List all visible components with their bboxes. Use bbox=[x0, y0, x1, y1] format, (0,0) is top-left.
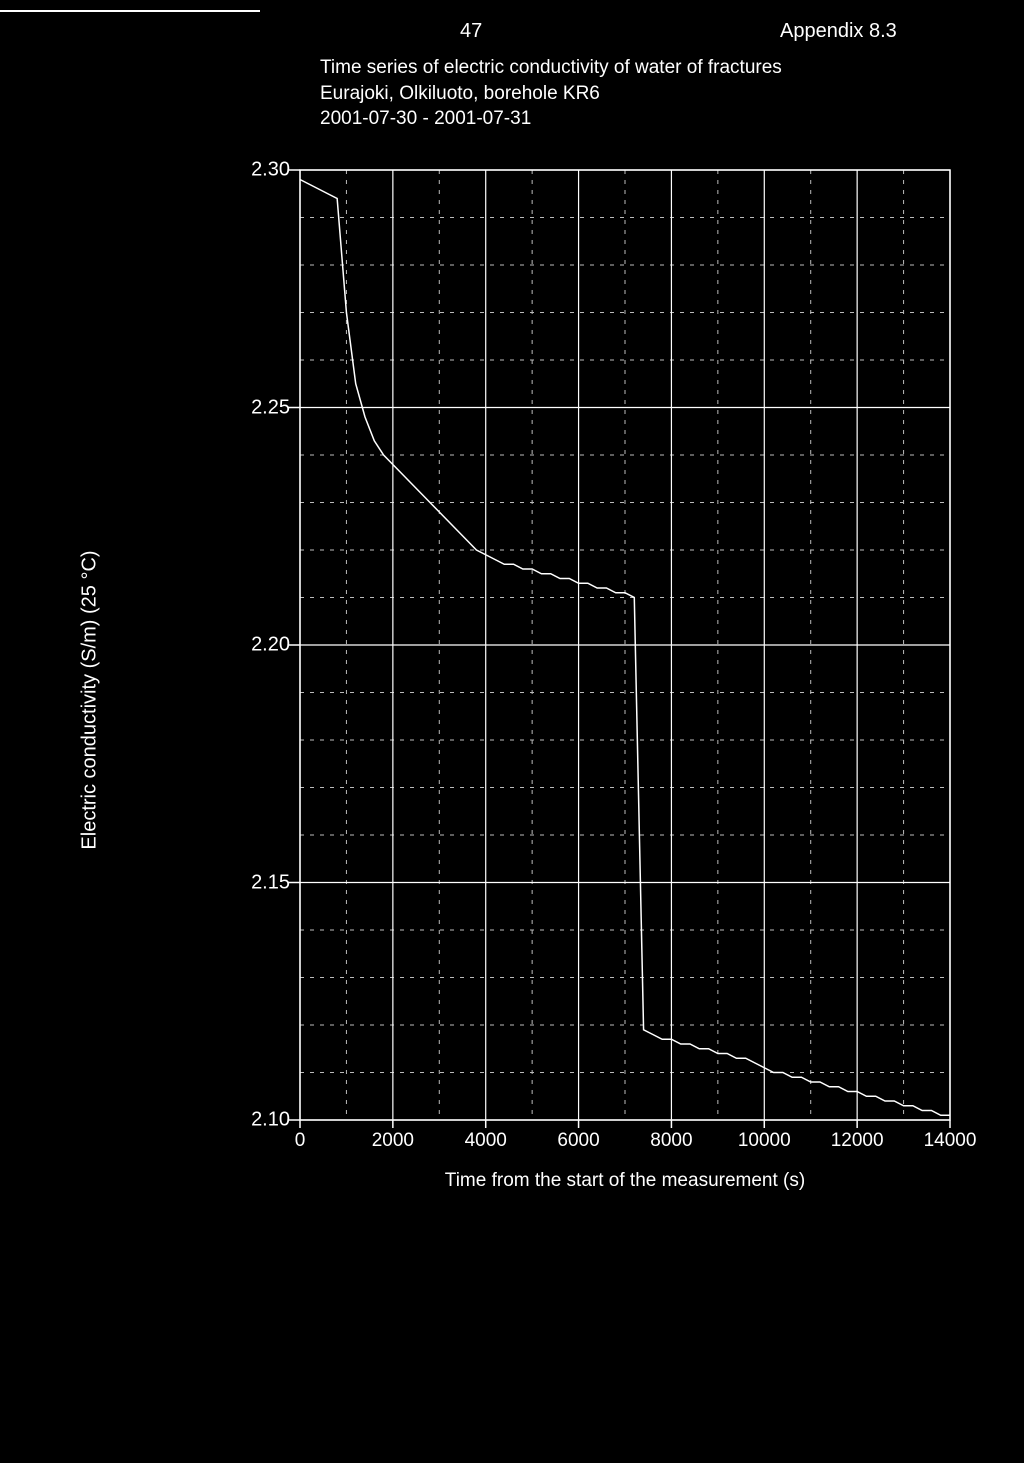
x-tick: 10000 bbox=[738, 1130, 791, 1152]
x-axis-label: Time from the start of the measurement (… bbox=[300, 1170, 950, 1192]
x-tick-labels: 02000400060008000100001200014000 bbox=[300, 1130, 950, 1160]
chart-title: Time series of electric conductivity of … bbox=[320, 55, 782, 132]
y-tick: 2.20 bbox=[200, 634, 290, 657]
chart-title-line1: Time series of electric conductivity of … bbox=[320, 55, 782, 81]
appendix-label: Appendix 8.3 bbox=[780, 20, 897, 43]
x-tick: 6000 bbox=[557, 1130, 599, 1152]
chart-title-line2: Eurajoki, Olkiluoto, borehole KR6 bbox=[320, 81, 782, 107]
header-rule bbox=[0, 10, 260, 12]
y-axis-label: Electric conductivity (S/m) (25 °C) bbox=[79, 550, 102, 849]
y-tick: 2.30 bbox=[200, 159, 290, 182]
x-tick: 14000 bbox=[924, 1130, 977, 1152]
y-tick: 2.25 bbox=[200, 396, 290, 419]
x-tick: 8000 bbox=[650, 1130, 692, 1152]
y-tick: 2.15 bbox=[200, 871, 290, 894]
page-number: 47 bbox=[460, 20, 482, 43]
y-tick: 2.10 bbox=[200, 1109, 290, 1132]
x-tick: 0 bbox=[295, 1130, 306, 1152]
x-tick: 12000 bbox=[831, 1130, 884, 1152]
x-tick: 2000 bbox=[372, 1130, 414, 1152]
chart-title-line3: 2001-07-30 - 2001-07-31 bbox=[320, 106, 782, 132]
y-tick-labels: 2.102.152.202.252.30 bbox=[200, 170, 290, 1120]
chart-plot-area bbox=[300, 170, 950, 1120]
chart-svg bbox=[300, 170, 950, 1120]
x-tick: 4000 bbox=[465, 1130, 507, 1152]
